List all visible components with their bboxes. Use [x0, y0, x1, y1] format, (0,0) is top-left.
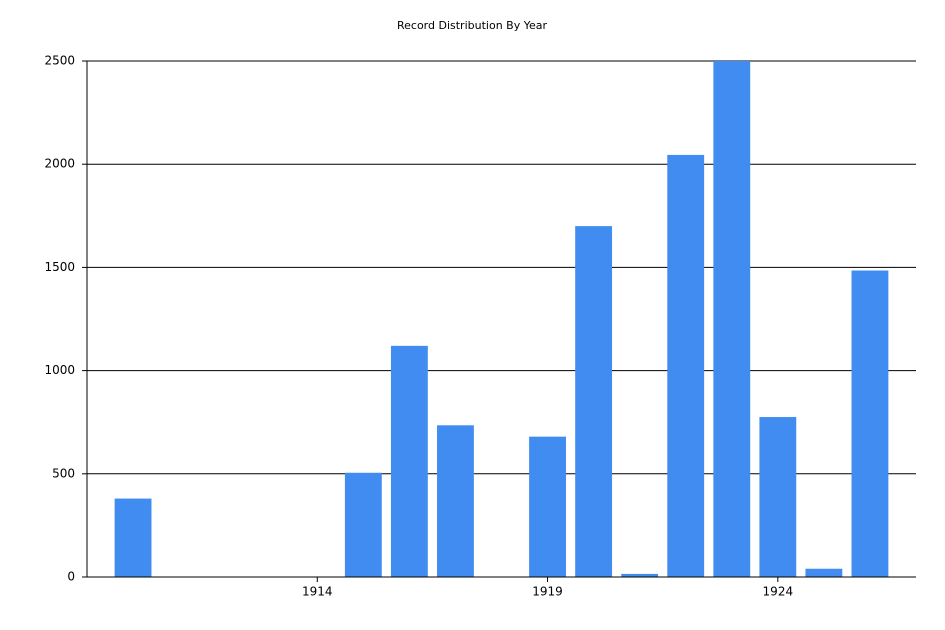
bar	[114, 498, 152, 577]
x-tick-label: 1919	[532, 585, 563, 599]
bar	[667, 154, 705, 578]
y-tick-label: 1000	[44, 363, 75, 377]
x-tick-label: 1924	[763, 585, 794, 599]
y-tick-label: 2000	[44, 157, 75, 171]
bar	[805, 568, 843, 577]
x-tick-label: 1914	[302, 585, 333, 599]
bar	[390, 345, 428, 577]
chart-title: Record Distribution By Year	[397, 19, 547, 32]
bar	[851, 270, 889, 577]
bar	[621, 573, 659, 577]
y-tick-label: 0	[67, 570, 75, 584]
y-tick-label: 2500	[44, 54, 75, 68]
y-tick-label: 1500	[44, 260, 75, 274]
y-tick-label: 500	[52, 466, 75, 480]
bar	[713, 61, 751, 577]
bar	[575, 226, 613, 577]
bar	[437, 425, 474, 577]
bar	[759, 417, 797, 577]
bar	[344, 472, 382, 577]
bar	[529, 436, 566, 577]
